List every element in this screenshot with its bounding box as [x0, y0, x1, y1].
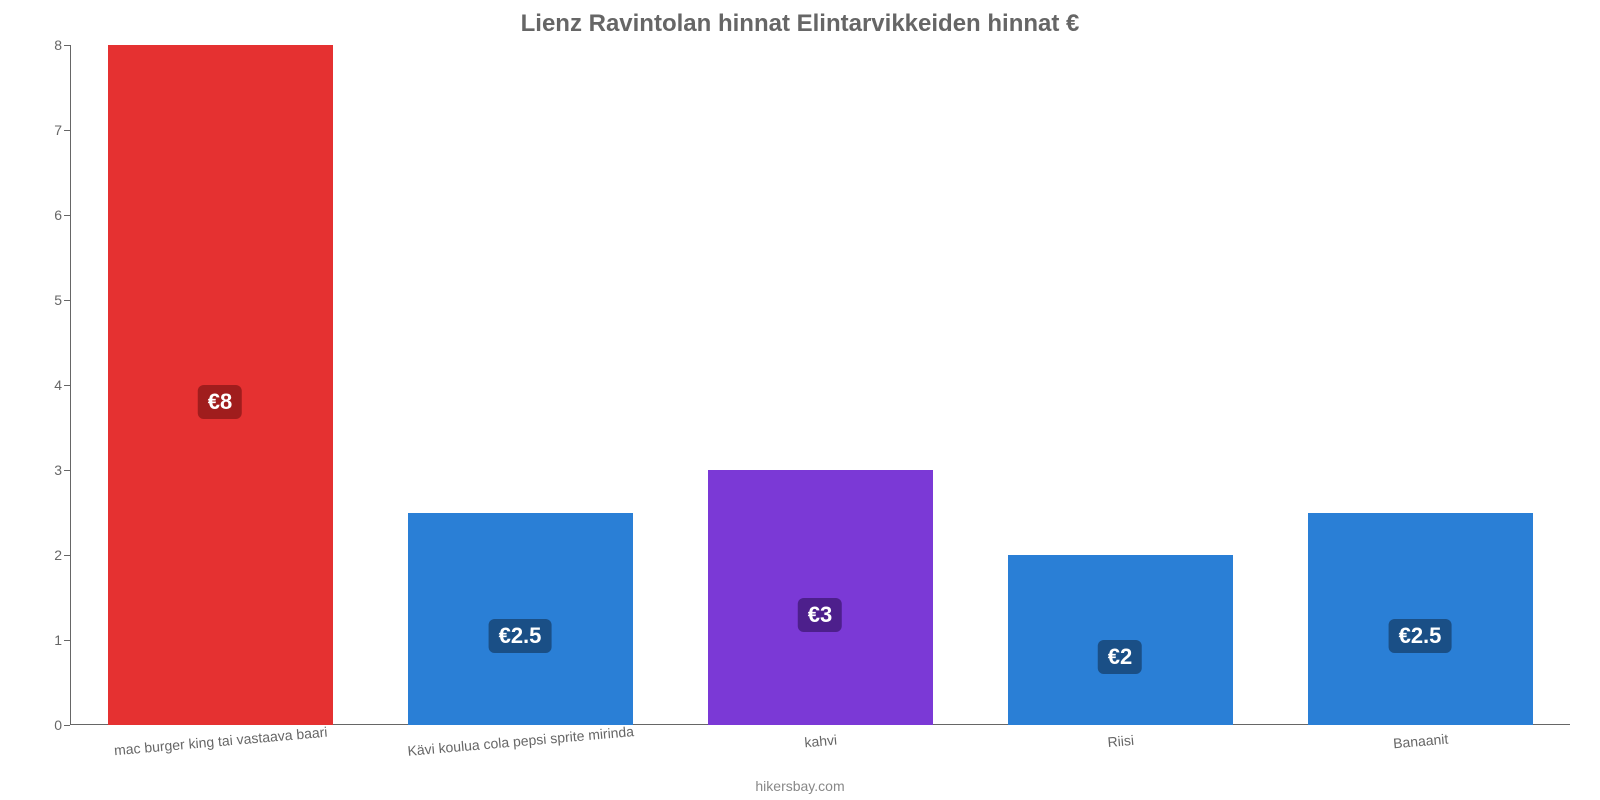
x-tick-label: Kävi koulua cola pepsi sprite mirinda [407, 723, 635, 759]
price-bar: €3 [708, 470, 933, 725]
y-tick-mark [64, 640, 70, 641]
bar-value-badge: €3 [798, 598, 842, 632]
y-tick-mark [64, 300, 70, 301]
y-tick-mark [64, 215, 70, 216]
x-tick-label: Banaanit [1392, 731, 1448, 752]
price-bar: €8 [108, 45, 333, 725]
price-bar: €2.5 [1308, 513, 1533, 726]
y-tick-mark [64, 385, 70, 386]
chart-title: Lienz Ravintolan hinnat Elintarvikkeiden… [0, 10, 1600, 38]
price-bar-chart: Lienz Ravintolan hinnat Elintarvikkeiden… [0, 0, 1600, 800]
price-bar: €2 [1008, 555, 1233, 725]
bar-value-badge: €2 [1098, 640, 1142, 674]
price-bar: €2.5 [408, 513, 633, 726]
bar-value-badge: €2.5 [489, 619, 552, 653]
y-tick-mark [64, 45, 70, 46]
bar-value-badge: €8 [198, 385, 242, 419]
y-tick-mark [64, 725, 70, 726]
y-tick-mark [64, 555, 70, 556]
y-axis-line [70, 45, 71, 725]
x-tick-label: mac burger king tai vastaava baari [113, 724, 328, 759]
plot-area: 012345678€8mac burger king tai vastaava … [70, 45, 1570, 725]
y-tick-mark [64, 130, 70, 131]
x-tick-label: kahvi [804, 732, 838, 751]
y-tick-mark [64, 470, 70, 471]
x-tick-label: Riisi [1107, 732, 1135, 750]
attribution-text: hikersbay.com [0, 778, 1600, 794]
bar-value-badge: €2.5 [1389, 619, 1452, 653]
